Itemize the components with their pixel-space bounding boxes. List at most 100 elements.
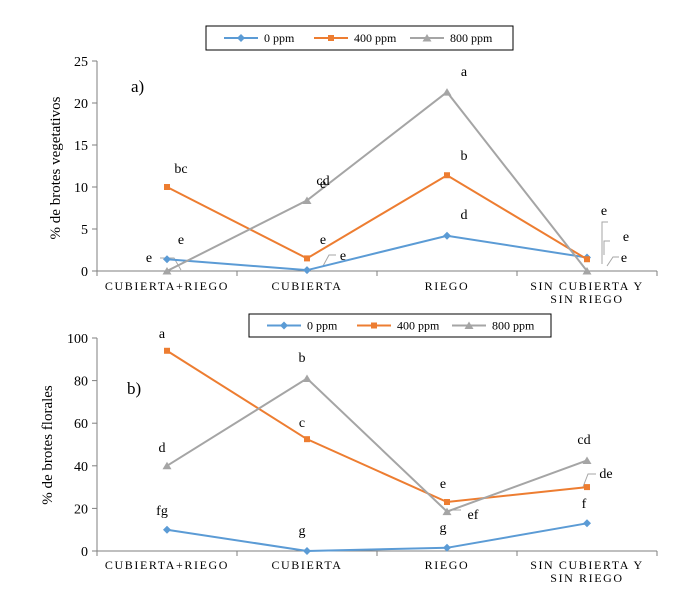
legend: 0 ppm 400 ppm 800 ppm: [248, 313, 552, 338]
significance-letter: e: [623, 230, 629, 245]
x-category-label: SIN CUBIERTA Y SIN RIEGO: [530, 279, 644, 306]
annotation-leader: [603, 240, 610, 255]
significance-letter: fg: [156, 504, 168, 519]
data-point-0: [163, 525, 171, 534]
legend-label-0: 0 ppm: [307, 319, 338, 333]
data-point-1: [164, 184, 170, 190]
data-point-2: [442, 507, 452, 516]
data-point-1: [444, 499, 450, 506]
significance-letter: e: [601, 204, 607, 219]
significance-letter: bc: [174, 162, 187, 177]
significance-letter: e: [320, 233, 326, 248]
data-point-1: [304, 255, 310, 262]
data-point-1: [584, 484, 590, 491]
data-point-1: [584, 256, 590, 263]
y-tick-label: 15: [74, 139, 88, 154]
legend-label-1: 400 ppm: [397, 319, 440, 333]
data-point-2: [162, 267, 172, 275]
significance-letter: g: [299, 524, 306, 539]
chart-panel-a: 0 ppm 400 ppm 800 ppm 0 5 10 15 20 25 CUBIERTA+RI…: [48, 25, 658, 306]
y-tick-label: 0: [81, 545, 88, 560]
significance-letter: ef: [468, 508, 479, 523]
legend-label-0: 0 ppm: [264, 31, 295, 45]
significance-letter: b: [299, 351, 306, 366]
annotation-leader: [601, 221, 608, 264]
series-line-2: [166, 90, 588, 272]
x-category-label: CUBIERTA: [271, 279, 342, 293]
y-tick-label: 25: [74, 55, 88, 70]
y-tick-label: 40: [74, 460, 88, 475]
data-point-1: [164, 347, 170, 354]
data-point-0: [163, 255, 171, 264]
legend-label-2: 800 ppm: [450, 31, 493, 45]
data-point-0: [303, 266, 311, 275]
x-category-label: CUBIERTA+RIEGO: [105, 558, 229, 572]
annotation-leader: [322, 254, 336, 267]
significance-letter: c: [299, 416, 305, 431]
x-category-label: RIEGO: [425, 279, 470, 293]
y-axis-label: % de brotes florales: [40, 385, 56, 505]
data-point-0: [443, 543, 451, 552]
y-tick-label: 60: [74, 417, 88, 432]
series-line-2: [166, 377, 588, 513]
data-point-2: [302, 374, 312, 382]
significance-letter: a: [461, 65, 468, 80]
y-tick-label: 20: [74, 97, 88, 112]
data-point-0: [583, 519, 591, 528]
data-point-0: [303, 547, 311, 555]
data-point-2: [162, 461, 172, 470]
legend: 0 ppm 400 ppm 800 ppm: [205, 25, 514, 51]
x-category-label: CUBIERTA: [271, 558, 342, 572]
significance-letter: e: [178, 233, 184, 248]
y-tick-label: 100: [67, 332, 88, 347]
panel-label: a): [131, 77, 144, 96]
data-point-0: [443, 231, 451, 240]
annotation-leader: [582, 473, 596, 488]
significance-letter: e: [440, 477, 446, 492]
significance-letter: cd: [577, 433, 590, 448]
series-line-1: [166, 174, 588, 261]
x-category-label: RIEGO: [425, 558, 470, 572]
legend-frame: [248, 313, 552, 338]
legend-marker-0: [237, 34, 245, 42]
data-point-2: [442, 88, 452, 96]
legend-marker-1: [371, 322, 377, 329]
annotation-leader: [606, 256, 619, 267]
legend-label-1: 400 ppm: [354, 31, 397, 45]
legend-label-2: 800 ppm: [492, 319, 535, 333]
significance-letter: a: [159, 327, 166, 342]
data-point-2: [582, 456, 592, 464]
x-category-label: CUBIERTA+RIEGO: [105, 279, 229, 293]
significance-letter: e: [146, 251, 152, 266]
legend-marker-0: [280, 321, 288, 330]
significance-letter: g: [440, 521, 447, 536]
legend-marker-1: [328, 35, 334, 41]
y-tick-label: 80: [74, 375, 88, 390]
y-tick-label: 10: [74, 181, 88, 196]
significance-letter: e: [621, 251, 627, 266]
series-line-0: [166, 522, 588, 553]
significance-letter: e: [320, 177, 326, 192]
data-point-2: [582, 267, 592, 275]
data-point-1: [444, 172, 450, 179]
y-axis-label: % de brotes vegetativos: [48, 96, 64, 239]
series-line-0: [166, 234, 588, 272]
series-line-1: [166, 349, 588, 504]
significance-letter: de: [599, 467, 612, 482]
significance-letter: d: [159, 441, 166, 456]
significance-letter: b: [461, 149, 468, 164]
significance-letter: f: [582, 497, 587, 512]
significance-letter: d: [461, 208, 468, 223]
significance-letter: e: [340, 249, 346, 264]
data-point-1: [304, 436, 310, 443]
panel-label: b): [127, 379, 141, 398]
significance-letter: cd: [316, 174, 329, 189]
y-tick-label: 5: [81, 223, 88, 238]
legend-marker-2: [422, 34, 432, 42]
chart-panel-b: 0 ppm 400 ppm 800 ppm 0 20 40 60 80 100 CUBIERTA+…: [40, 313, 658, 585]
y-tick-label: 0: [81, 265, 88, 280]
legend-marker-2: [464, 321, 474, 329]
y-tick-label: 20: [74, 502, 88, 517]
data-point-2: [302, 196, 312, 204]
